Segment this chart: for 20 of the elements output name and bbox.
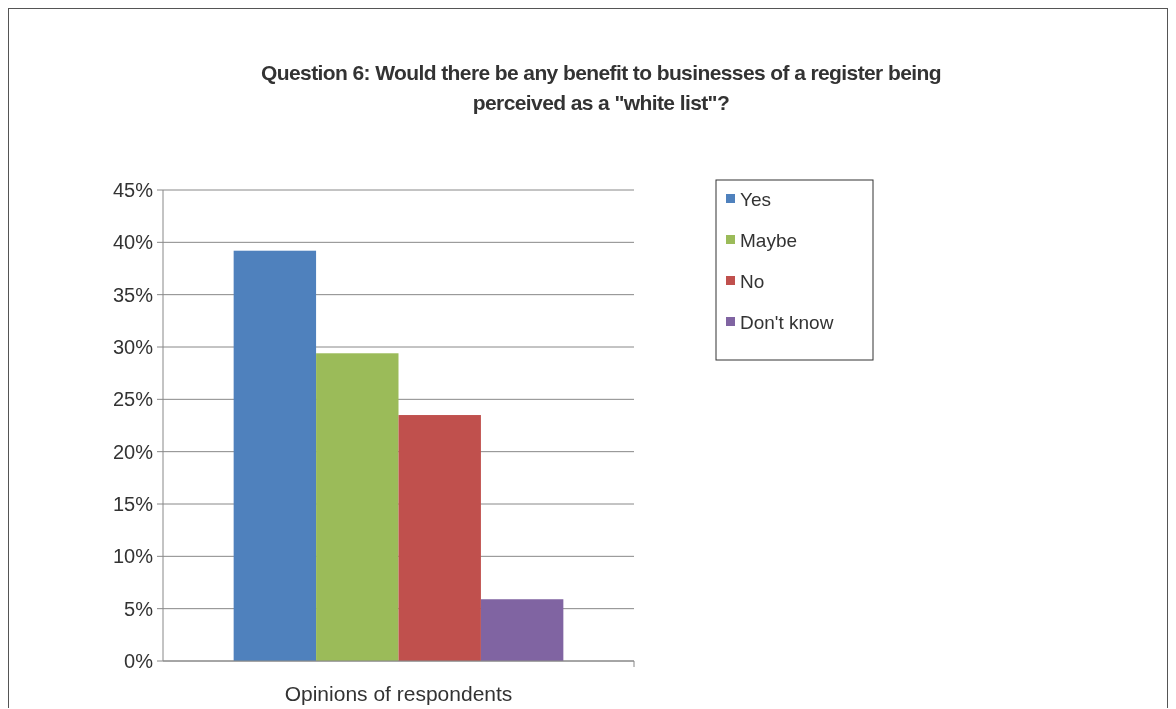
y-tick-label: 10% xyxy=(112,545,154,568)
bar xyxy=(233,250,317,661)
y-tick-label: 5% xyxy=(124,597,154,620)
y-tick-label: 15% xyxy=(112,493,154,515)
y-tick-label: 30% xyxy=(112,336,154,358)
y-tick-label: 35% xyxy=(112,283,154,306)
bar xyxy=(316,353,399,661)
y-tick-label: 20% xyxy=(112,440,154,463)
chart-title: Question 6: Would there be any benefit to businesses of a register being perceived as a "white list"? xyxy=(261,61,941,114)
y-tick-label: 0% xyxy=(124,650,154,672)
bar xyxy=(480,599,564,661)
legend-label: Yes xyxy=(740,188,771,210)
y-tick-label: 25% xyxy=(112,388,154,411)
y-tick-label: 40% xyxy=(112,231,154,254)
legend-label: No xyxy=(740,270,765,292)
legend-label: Don't know xyxy=(740,311,834,333)
y-tick-label: 45% xyxy=(112,179,154,201)
bar xyxy=(398,415,481,661)
legend-label: Maybe xyxy=(740,229,798,251)
x-tick-label: Opinions of respondents xyxy=(284,682,513,705)
